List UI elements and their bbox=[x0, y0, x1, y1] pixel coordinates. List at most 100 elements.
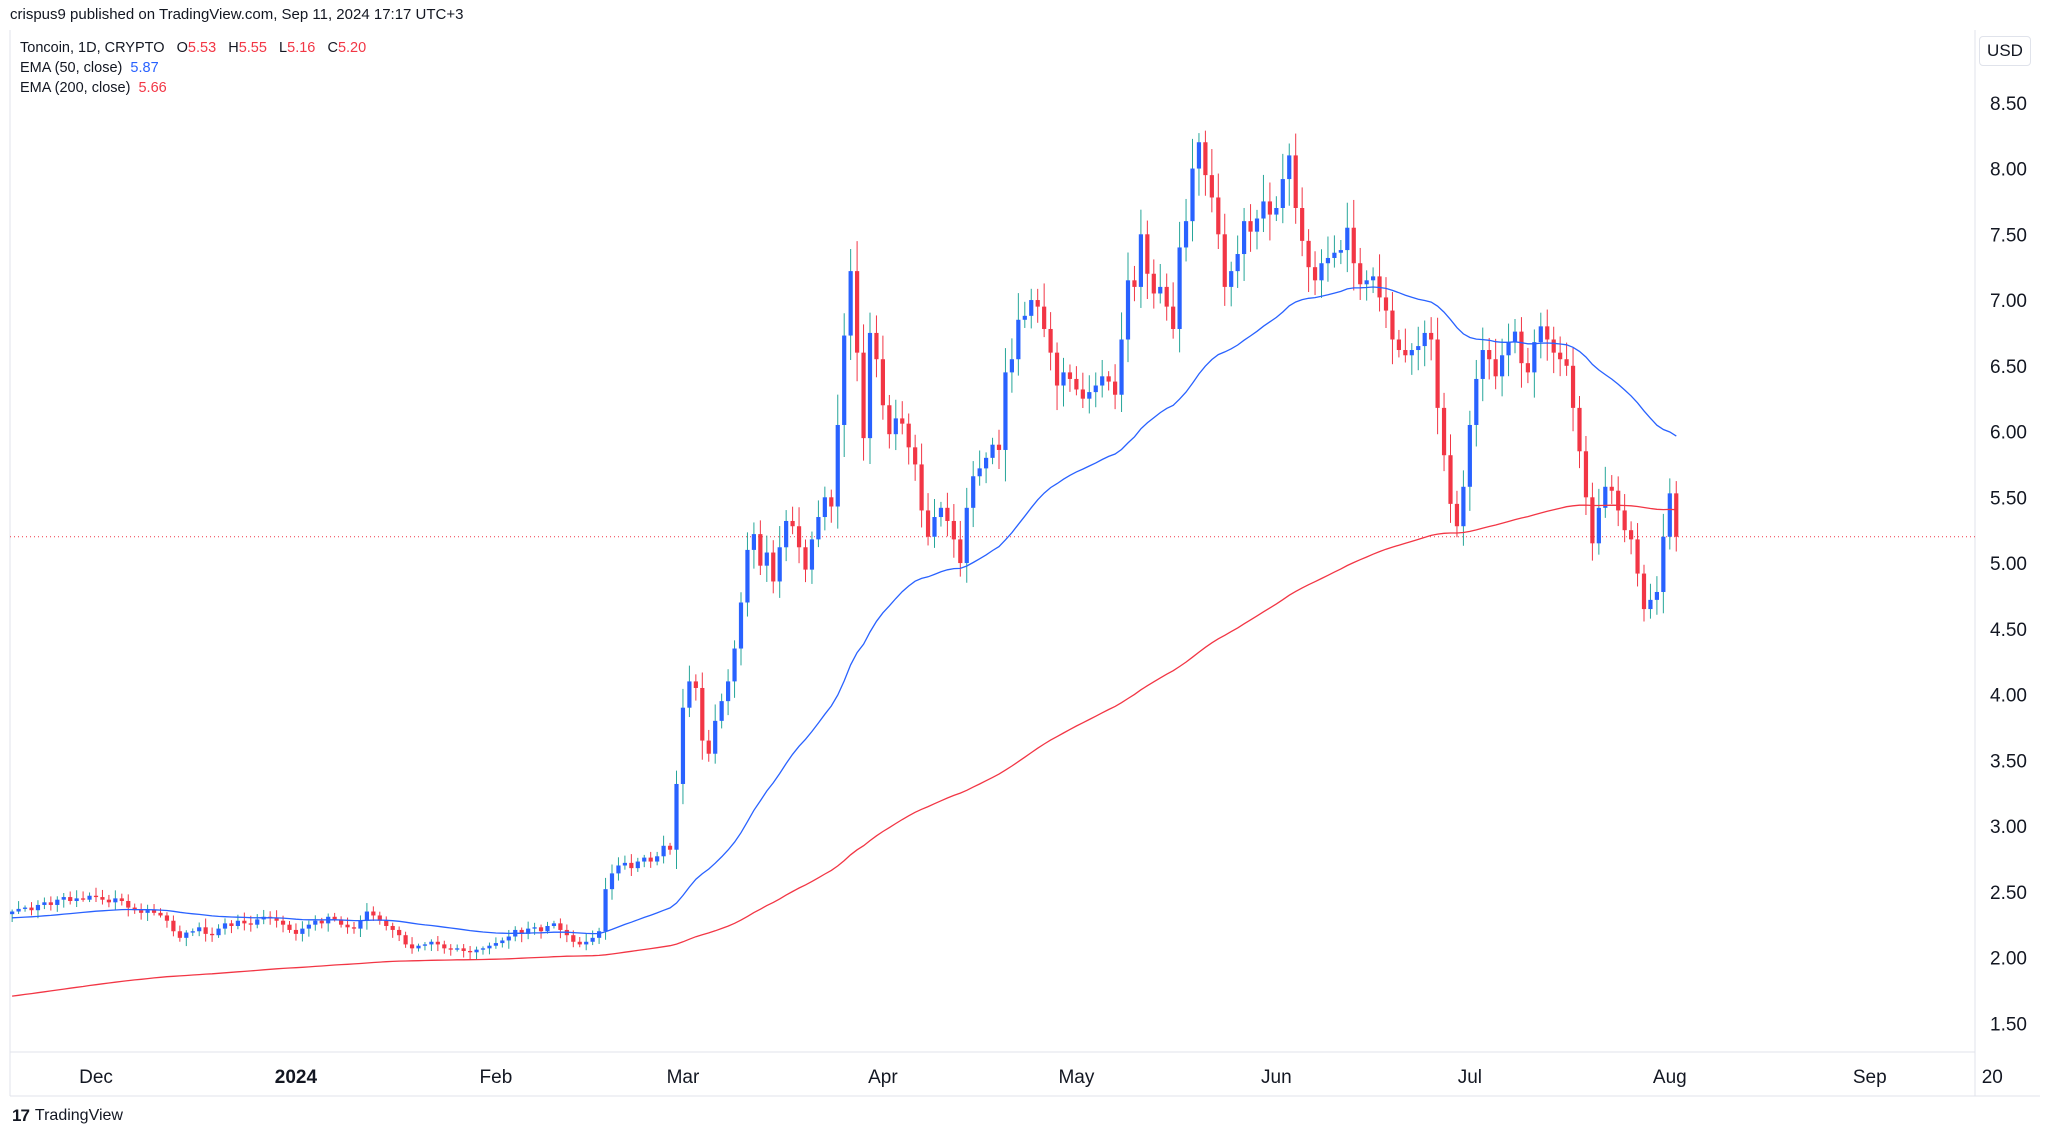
candle-body bbox=[1558, 352, 1563, 360]
ema50-value: 5.87 bbox=[130, 60, 159, 76]
x-tick-label: 2024 bbox=[275, 1067, 318, 1088]
candle-body bbox=[1654, 591, 1659, 600]
candle-body bbox=[938, 507, 944, 518]
candle-body bbox=[609, 873, 615, 890]
ema50-legend-row[interactable]: EMA (50, close) 5.87 bbox=[20, 58, 366, 78]
candle-body bbox=[1583, 451, 1589, 498]
y-tick-label: 4.50 bbox=[1990, 620, 2027, 641]
candle-body bbox=[1532, 342, 1537, 373]
candle-body bbox=[867, 332, 873, 439]
candle-body bbox=[1190, 168, 1195, 222]
candle-body bbox=[674, 783, 679, 850]
candle-body bbox=[538, 927, 544, 932]
candle-body bbox=[461, 948, 466, 951]
candle-body bbox=[1454, 503, 1460, 527]
candle-body bbox=[1074, 378, 1079, 390]
currency-button[interactable]: USD bbox=[1979, 36, 2031, 66]
candle-body bbox=[1035, 300, 1040, 307]
candle-body bbox=[919, 464, 924, 511]
candle-body bbox=[1519, 331, 1524, 364]
candle-body bbox=[1616, 490, 1621, 511]
candle-body bbox=[1164, 286, 1169, 307]
candle-body bbox=[313, 920, 318, 925]
y-tick-label: 6.00 bbox=[1990, 423, 2027, 444]
candle-body bbox=[1448, 455, 1453, 504]
candle-body bbox=[435, 941, 440, 945]
ema200-line bbox=[12, 504, 1677, 997]
tradingview-logo[interactable]: 17 TradingView bbox=[12, 1106, 123, 1126]
candle-body bbox=[145, 910, 150, 913]
candle-body bbox=[590, 937, 595, 942]
symbol-label[interactable]: Toncoin, 1D, CRYPTO bbox=[20, 40, 165, 56]
candle-body bbox=[1293, 155, 1298, 208]
candle-body bbox=[339, 919, 344, 925]
candle-body bbox=[977, 468, 982, 477]
x-tick-label: Mar bbox=[667, 1067, 700, 1088]
ema50-label: EMA (50, close) bbox=[20, 60, 123, 76]
x-tick-label: Jun bbox=[1261, 1067, 1292, 1088]
candle-body bbox=[1564, 359, 1569, 366]
candle-body bbox=[139, 910, 144, 913]
candle-body bbox=[803, 547, 808, 570]
candle-body bbox=[306, 924, 311, 929]
high-label: H bbox=[228, 40, 239, 56]
candle-body bbox=[1087, 392, 1092, 399]
candle-body bbox=[500, 940, 505, 944]
candle-body bbox=[1235, 254, 1240, 272]
candle-body bbox=[390, 925, 395, 930]
candle-body bbox=[1022, 315, 1027, 320]
candle-body bbox=[1383, 297, 1389, 311]
candle-body bbox=[1196, 142, 1202, 169]
candle-body bbox=[1151, 273, 1156, 294]
ema200-legend-row[interactable]: EMA (200, close) 5.66 bbox=[20, 78, 366, 98]
candle-body bbox=[1138, 234, 1143, 287]
candle-body bbox=[925, 510, 931, 537]
x-tick-label: Apr bbox=[868, 1067, 898, 1088]
candle-body bbox=[1493, 359, 1498, 377]
candle-body bbox=[93, 895, 99, 898]
candle-body bbox=[35, 904, 41, 911]
candle-body bbox=[616, 865, 621, 874]
candle-body bbox=[126, 901, 131, 908]
candle-body bbox=[700, 687, 705, 741]
y-tick-label: 7.00 bbox=[1990, 291, 2027, 312]
candle-body bbox=[113, 898, 118, 903]
candle-body bbox=[1590, 497, 1595, 544]
candle-body bbox=[1216, 197, 1221, 235]
ema200-label: EMA (200, close) bbox=[20, 80, 131, 96]
candle-body bbox=[887, 405, 892, 435]
candle-body bbox=[906, 423, 911, 448]
candle-body bbox=[16, 908, 21, 912]
candle-body bbox=[1622, 510, 1627, 531]
candle-body bbox=[661, 845, 666, 857]
candle-body bbox=[293, 929, 299, 934]
y-tick-label: 1.50 bbox=[1990, 1014, 2027, 1035]
candle-body bbox=[1319, 263, 1324, 281]
candle-body bbox=[384, 920, 389, 926]
candle-body bbox=[1016, 319, 1021, 360]
candle-body bbox=[519, 929, 524, 934]
candle-body bbox=[532, 927, 537, 929]
candle-body bbox=[1054, 352, 1060, 386]
y-tick-label: 2.50 bbox=[1990, 883, 2027, 904]
candle-body bbox=[1029, 300, 1034, 316]
candle-body bbox=[364, 911, 369, 921]
candle-body bbox=[1506, 342, 1511, 356]
y-tick-label: 4.00 bbox=[1990, 686, 2027, 707]
candle-body bbox=[242, 920, 247, 924]
candle-body bbox=[642, 857, 647, 862]
candle-body bbox=[87, 895, 92, 900]
candle-body bbox=[1577, 407, 1582, 452]
y-tick-label: 3.50 bbox=[1990, 751, 2027, 772]
candle-body bbox=[1409, 350, 1414, 356]
candle-body bbox=[713, 720, 718, 754]
candle-body bbox=[1545, 326, 1550, 340]
candle-body bbox=[571, 935, 576, 942]
candle-body bbox=[1203, 142, 1208, 176]
candle-body bbox=[1435, 339, 1440, 408]
candle-body bbox=[1396, 339, 1401, 351]
candle-body bbox=[1570, 365, 1576, 408]
candle-body bbox=[132, 907, 137, 911]
high-value: 5.55 bbox=[238, 40, 267, 56]
